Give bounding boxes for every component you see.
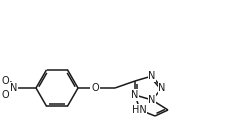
Text: N: N [148,95,156,105]
Text: N: N [148,71,156,81]
Text: N: N [158,83,166,93]
Text: O: O [91,83,99,93]
Text: N: N [10,83,18,93]
Text: HN: HN [132,105,146,115]
Text: N: N [131,90,139,100]
Text: O: O [1,76,9,86]
Text: O: O [1,90,9,100]
